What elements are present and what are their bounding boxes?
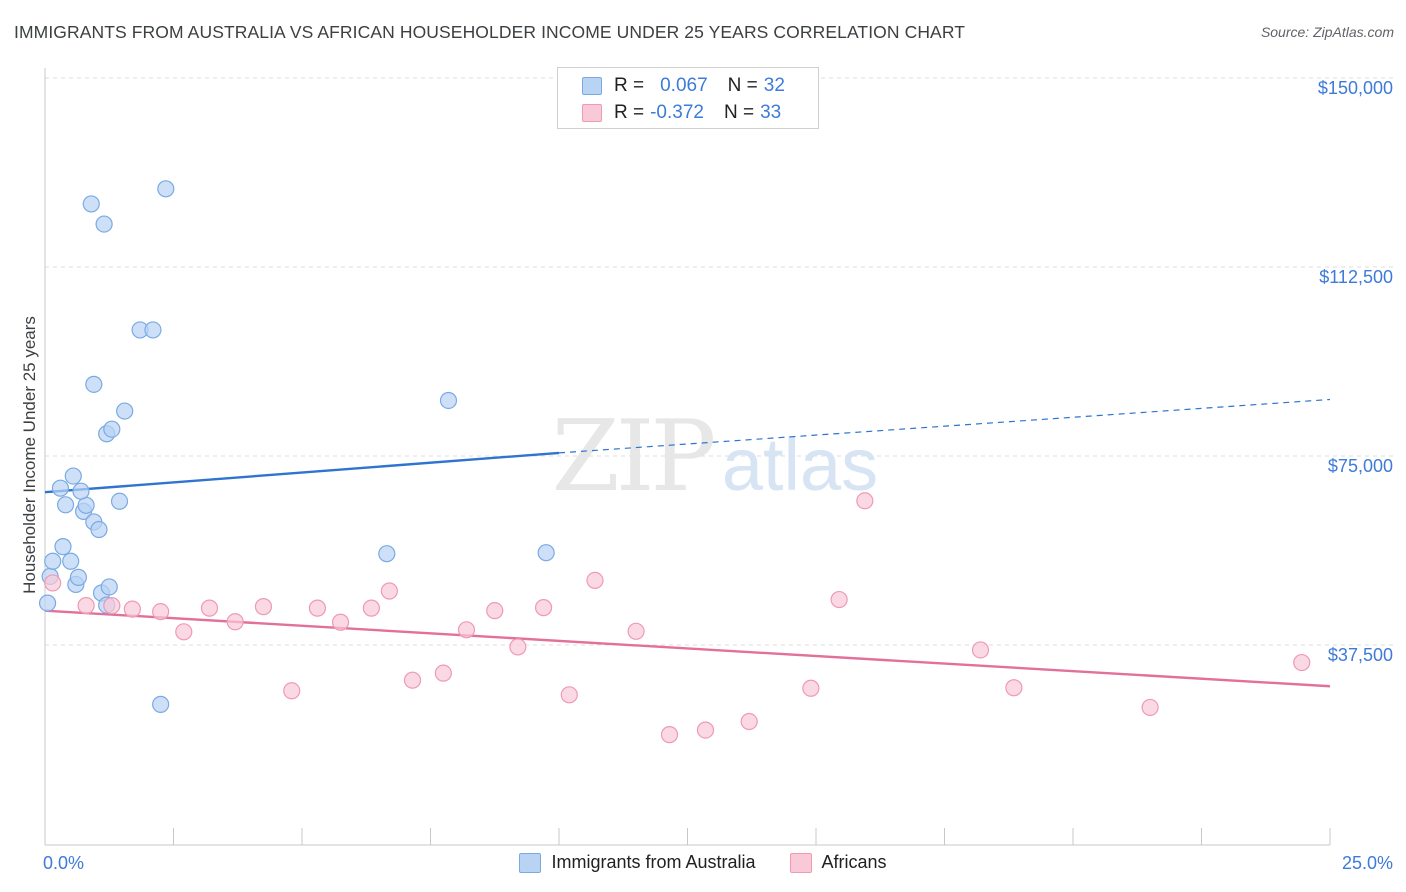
y-tick-label: $37,500 [1328, 645, 1393, 665]
legend-swatch-blue [582, 77, 602, 95]
data-point-australia [144, 321, 162, 339]
legend-item-australia: Immigrants from Australia [519, 852, 756, 873]
legend-label-africans: Africans [821, 852, 887, 872]
data-point-australia [100, 578, 118, 596]
data-point-australia [62, 552, 80, 570]
data-point-australia [69, 568, 88, 586]
data-point-africans [534, 599, 553, 617]
data-point-africans [175, 623, 193, 641]
data-point-australia [72, 482, 90, 500]
data-point-australia [38, 594, 57, 612]
correlation-legend: R = 0.067 N = 32 R = -0.372 N = 33 [557, 67, 819, 129]
data-point-australia [157, 180, 175, 198]
data-point-africans [380, 582, 398, 600]
legend-swatch-pink [789, 852, 812, 873]
data-point-africans [802, 679, 820, 697]
data-point-africans [1141, 698, 1159, 717]
data-point-australia [56, 496, 75, 514]
data-point-africans [740, 712, 758, 731]
data-point-africans [226, 613, 244, 631]
data-point-australia [95, 215, 113, 233]
data-point-africans [1293, 653, 1311, 672]
data-point-australia [90, 520, 108, 539]
data-point-australia [110, 492, 129, 510]
data-point-africans [830, 590, 848, 609]
data-point-australia [537, 544, 555, 562]
data-point-africans [856, 492, 874, 510]
legend-n-value: 32 [763, 75, 785, 96]
y-tick-label: $150,000 [1318, 78, 1393, 98]
chart-title: IMMIGRANTS FROM AUSTRALIA VS AFRICAN HOU… [14, 22, 966, 42]
data-point-africans [971, 641, 990, 659]
data-point-africans [283, 682, 301, 700]
series-legend: Immigrants from Australia Africans [0, 852, 1406, 873]
legend-row-africans: R = -0.372 N = 33 [582, 101, 781, 125]
data-point-australia [85, 375, 103, 393]
data-point-australia [152, 695, 170, 713]
data-point-africans [77, 597, 95, 615]
legend-r-value: 0.067 [660, 75, 708, 96]
source-label: Source: ZipAtlas.com [1260, 24, 1394, 40]
legend-swatch-pink [582, 104, 602, 122]
data-point-africans [627, 622, 645, 640]
legend-r-value: -0.372 [650, 102, 704, 123]
trend-line-australia-extension [558, 398, 1331, 454]
data-point-africans [560, 686, 578, 704]
data-point-africans [434, 664, 452, 682]
trend-line-australia [44, 451, 560, 494]
data-point-africans [331, 613, 350, 631]
legend-label-australia: Immigrants from Australia [551, 852, 756, 872]
legend-n-label: N = [723, 102, 755, 123]
trend-line-africans [44, 609, 1331, 688]
data-point-africans [457, 621, 476, 639]
x-tick-label-max: 25.0% [1342, 853, 1393, 873]
data-point-africans [200, 599, 219, 617]
x-tick-label-min: 0.0% [43, 853, 84, 873]
data-point-africans [403, 671, 422, 689]
watermark-atlas: atlas [722, 423, 878, 506]
legend-row-australia: R = 0.067 N = 32 [582, 74, 785, 98]
legend-swatch-blue [519, 852, 542, 873]
data-point-africans [254, 598, 273, 616]
data-point-australia [54, 538, 72, 556]
data-point-africans [44, 574, 62, 592]
data-point-africans [123, 600, 141, 618]
watermark-zip: ZIP [552, 400, 714, 514]
data-point-australia [439, 391, 458, 410]
data-point-australia [64, 467, 82, 485]
data-point-africans [1005, 679, 1023, 697]
data-point-africans [509, 638, 527, 656]
data-point-australia [103, 420, 121, 438]
data-point-australia [44, 552, 62, 570]
data-point-africans [308, 599, 327, 617]
data-point-australia [51, 479, 70, 497]
legend-item-africans: Africans [789, 852, 887, 873]
data-point-australia [82, 195, 100, 213]
y-tick-label: $112,500 [1319, 267, 1393, 287]
data-point-australia [378, 545, 396, 563]
data-point-africans [660, 726, 679, 744]
legend-r-label: R = [614, 75, 645, 96]
data-point-africans [103, 597, 121, 615]
data-point-africans [362, 599, 380, 617]
y-tick-label: $75,000 [1328, 456, 1393, 476]
legend-r-label: R = [614, 102, 645, 123]
legend-n-value: 33 [760, 102, 782, 123]
legend-n-label: N = [727, 75, 758, 96]
data-point-africans [152, 603, 170, 621]
data-point-africans [486, 602, 504, 620]
data-point-australia [116, 402, 134, 420]
data-point-africans [586, 571, 604, 590]
data-point-africans [696, 721, 715, 739]
